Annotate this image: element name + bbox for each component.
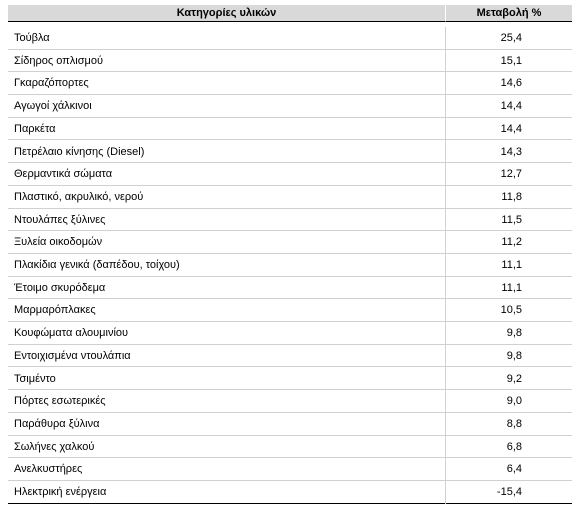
value-cell: 12,7 [500, 168, 522, 181]
table-row: Σίδηρος οπλισμού 15,1 [8, 50, 572, 73]
table-row: Πετρέλαιο κίνησης (Diesel) 14,3 [8, 141, 572, 164]
table-row: Μαρμαρόπλακες 10,5 [8, 299, 572, 323]
category-cell: Σίδηρος οπλισμού [14, 54, 103, 67]
value-cell: 11,1 [501, 281, 522, 294]
table-row: Τούβλα 25,4 [8, 27, 572, 50]
column-divider [445, 27, 446, 504]
category-cell: Έτοιμο σκυρόδεμα [14, 281, 106, 294]
value-cell: 6,4 [506, 463, 522, 476]
table-row: Εντοιχισμένα ντουλάπια 9,8 [8, 345, 572, 368]
table-row: Ντουλάπες ξύλινες 11,5 [8, 209, 572, 232]
value-cell: 9,8 [506, 327, 522, 340]
category-cell: Τούβλα [14, 32, 50, 44]
category-cell: Ντουλάπες ξύλινες [14, 213, 106, 226]
value-cell: -15,4 [496, 486, 522, 498]
header-cell: Μεταβολή % [445, 5, 572, 22]
value-cell: 11,5 [501, 213, 522, 226]
category-cell: Αγωγοί χάλκινοι [14, 100, 92, 113]
category-cell: Παράθυρα ξύλινα [14, 417, 100, 430]
value-cell: 14,4 [500, 122, 522, 135]
value-cell: 25,4 [500, 32, 522, 44]
value-cell: 8,8 [506, 417, 522, 430]
value-cell: 11,1 [501, 259, 522, 271]
table-row: Πλακίδια γενικά (δαπέδου, τοίχου) 11,1 [8, 254, 572, 277]
table-row: Ανελκυστήρες 6,4 [8, 458, 572, 481]
value-cell: 9,2 [506, 372, 522, 385]
table-row: Γκαραζόπορτες 14,6 [8, 72, 572, 96]
table-row: Κουφώματα αλουμινίου 9,8 [8, 322, 572, 345]
category-cell: Θερμαντικά σώματα [14, 168, 113, 181]
category-cell: Τσιμέντο [14, 372, 56, 385]
category-cell: Πόρτες εσωτερικές [14, 395, 106, 408]
category-cell: Μαρμαρόπλακες [14, 304, 96, 317]
value-cell: 11,2 [501, 236, 522, 249]
category-cell: Πετρέλαιο κίνησης (Diesel) [14, 145, 145, 158]
value-cell: 14,6 [500, 77, 522, 90]
table-row: Ηλεκτρική ενέργεια -15,4 [8, 481, 572, 504]
category-cell: Ηλεκτρική ενέργεια [14, 486, 107, 498]
table-row: Έτοιμο σκυρόδεμα 11,1 [8, 277, 572, 300]
table-row: Αγωγοί χάλκινοι 14,4 [8, 95, 572, 118]
category-cell: Ανελκυστήρες [14, 463, 83, 476]
value-cell: 15,1 [500, 54, 522, 67]
table-row: Σωλήνες χαλκού 6,8 [8, 436, 572, 459]
table-row: Θερμαντικά σώματα 12,7 [8, 163, 572, 186]
value-cell: 6,8 [506, 440, 522, 453]
value-cell: 14,3 [500, 145, 522, 158]
value-cell: 9,0 [506, 395, 522, 408]
category-cell: Παρκέτα [14, 122, 56, 135]
header-cell: Κατηγορίες υλικών [8, 5, 445, 22]
category-cell: Εντοιχισμένα ντουλάπια [14, 349, 131, 362]
category-cell: Πλαστικό, ακρυλικό, νερού [14, 190, 144, 203]
table-row: Παράθυρα ξύλινα 8,8 [8, 413, 572, 436]
category-cell: Κουφώματα αλουμινίου [14, 327, 129, 340]
category-cell: Ξυλεία οικοδομών [14, 236, 103, 249]
category-cell: Πλακίδια γενικά (δαπέδου, τοίχου) [14, 259, 180, 271]
table-row: Τσιμέντο 9,2 [8, 368, 572, 391]
table-row: Ξυλεία οικοδομών 11,2 [8, 231, 572, 254]
category-cell: Γκαραζόπορτες [14, 77, 89, 90]
value-cell: 10,5 [500, 304, 522, 317]
table-row: Παρκέτα 14,4 [8, 118, 572, 141]
value-cell: 14,4 [500, 100, 522, 113]
table-row: Πλαστικό, ακρυλικό, νερού 11,8 [8, 186, 572, 209]
value-cell: 11,8 [501, 190, 522, 203]
category-cell: Σωλήνες χαλκού [14, 440, 95, 453]
table-row: Πόρτες εσωτερικές 9,0 [8, 390, 572, 413]
value-cell: 9,8 [506, 349, 522, 362]
